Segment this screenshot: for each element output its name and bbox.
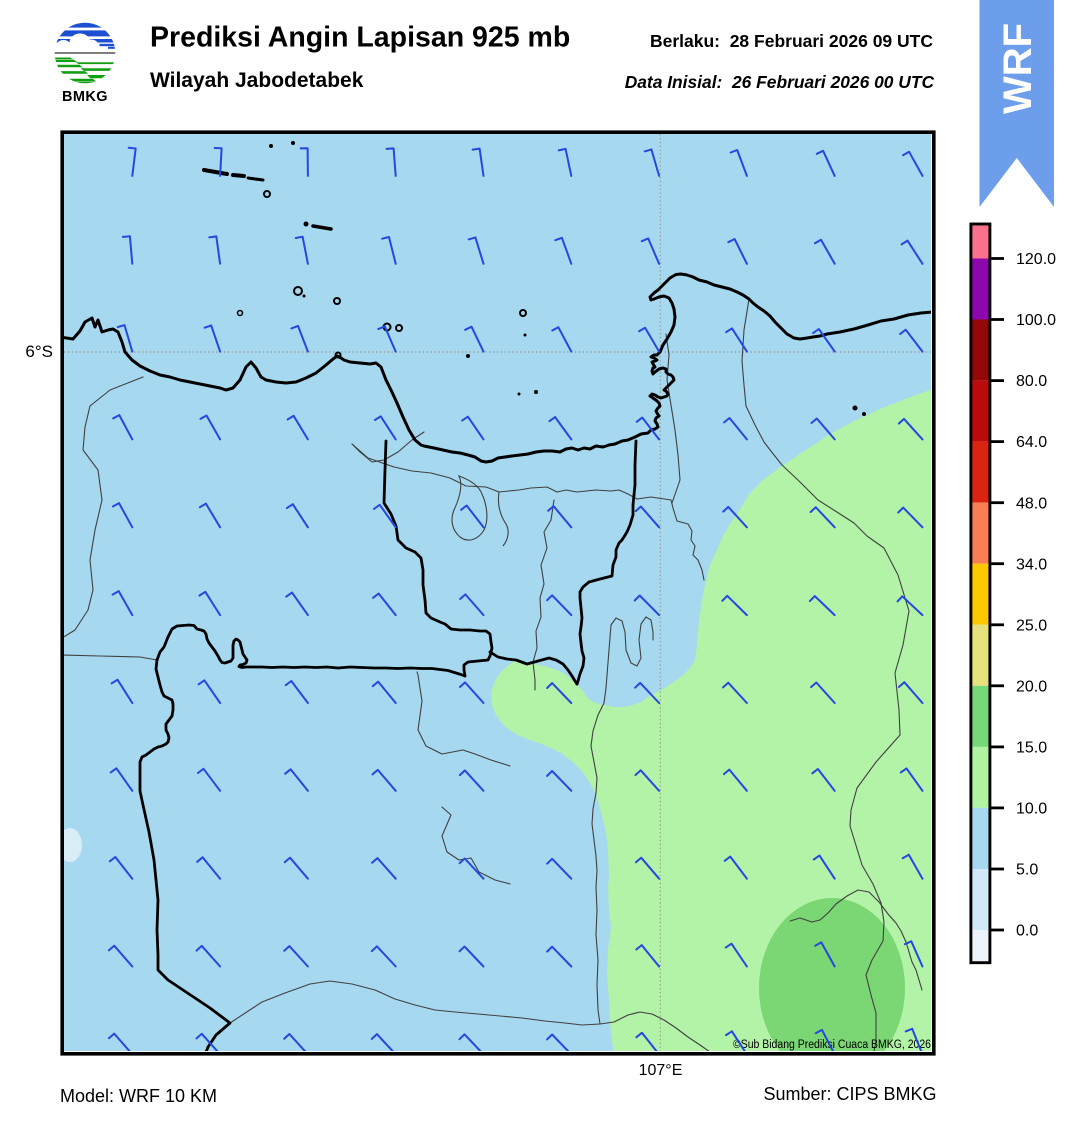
- svg-text:©Sub Bidang Prediksi Cuaca BMK: ©Sub Bidang Prediksi Cuaca BMKG, 2026: [733, 1039, 931, 1051]
- svg-text:Sumber: CIPS BMKG: Sumber: CIPS BMKG: [763, 1084, 936, 1104]
- svg-text:BMKG: BMKG: [62, 89, 108, 105]
- svg-text:107°E: 107°E: [639, 1062, 683, 1079]
- svg-text:100.0: 100.0: [1016, 312, 1056, 329]
- svg-text:Berlaku: 28 Februari 2026 09: Berlaku: 28 Februari 2026 09 UTC: [650, 31, 933, 51]
- svg-text:80.0: 80.0: [1016, 373, 1047, 390]
- svg-text:5.0: 5.0: [1016, 862, 1038, 879]
- svg-text:WRF: WRF: [996, 23, 1040, 114]
- svg-text:10.0: 10.0: [1016, 801, 1047, 818]
- svg-text:25.0: 25.0: [1016, 617, 1047, 634]
- svg-text:34.0: 34.0: [1016, 556, 1047, 573]
- svg-text:20.0: 20.0: [1016, 678, 1047, 695]
- svg-text:0.0: 0.0: [1016, 923, 1038, 940]
- svg-text:Wilayah Jabodetabek: Wilayah Jabodetabek: [150, 69, 364, 92]
- svg-text:Data Inisial: 26 Februari 202: Data Inisial: 26 Februari 2026 00 UTC: [625, 72, 935, 92]
- svg-text:120.0: 120.0: [1016, 251, 1056, 268]
- svg-text:48.0: 48.0: [1016, 495, 1047, 512]
- svg-text:6°S: 6°S: [25, 342, 53, 361]
- svg-text:15.0: 15.0: [1016, 740, 1047, 757]
- svg-text:64.0: 64.0: [1016, 434, 1047, 451]
- svg-text:Model: WRF 10 KM: Model: WRF 10 KM: [60, 1086, 217, 1106]
- svg-text:Prediksi Angin Lapisan 925 mb: Prediksi Angin Lapisan 925 mb: [150, 22, 570, 54]
